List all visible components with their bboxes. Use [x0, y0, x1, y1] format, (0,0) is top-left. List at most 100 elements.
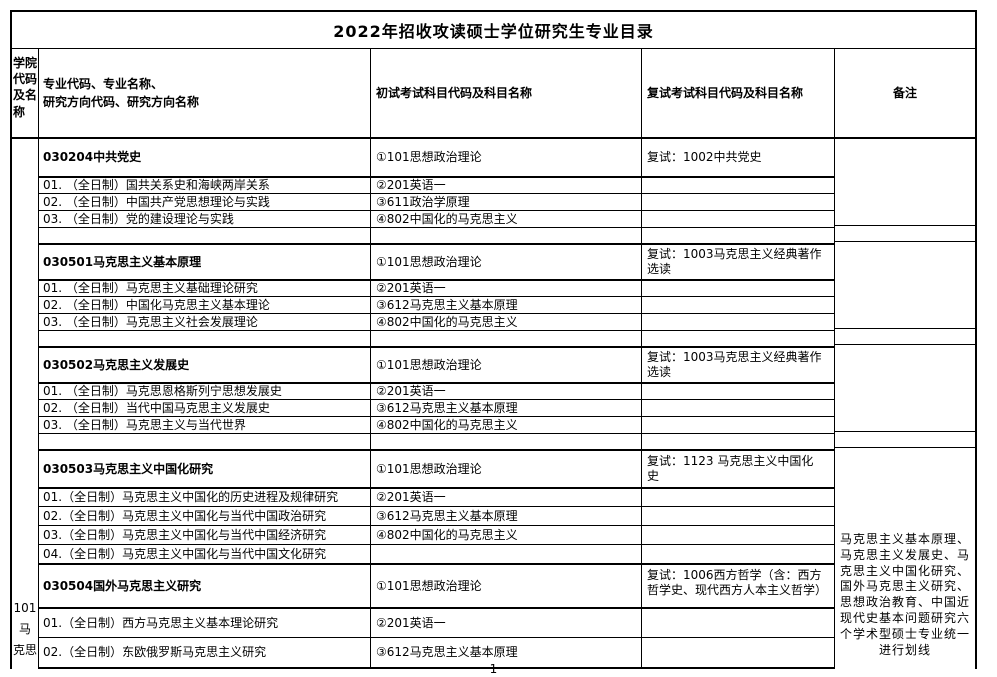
direction-row: 02. （全日制）中国共产党思想理论与实践 ③611政治学原理 [39, 193, 835, 210]
page-number: 1 [489, 662, 498, 676]
direction-row: 02.（全日制）马克思主义中国化与当代中国政治研究 ③612马克思主义基本原理 [39, 506, 835, 525]
remark-text-cell: 马克思主义基本原理、马克思主义发展史、马克思主义中国化研究、国外马克思主义研究、… [839, 532, 970, 657]
retest-empty-cell [642, 507, 835, 525]
direction-name-cell: 01.（全日制）西方马克思主义基本理论研究 [39, 609, 371, 637]
direction-exam-cell: ④802中国化的马克思主义 [371, 526, 642, 544]
retest-empty-cell [642, 400, 835, 416]
major-name-cell: 030501马克思主义基本原理 [39, 245, 371, 279]
direction-name-cell: 03. （全日制）党的建设理论与实践 [39, 211, 371, 227]
retest-empty-cell [642, 281, 835, 296]
initial-exam-cell: ①101思想政治理论 [371, 139, 642, 176]
direction-exam-cell: ③612马克思主义基本原理 [371, 400, 642, 416]
header-college-code: 学院代码及名称 [12, 49, 39, 137]
direction-name-cell: 01.（全日制）马克思主义中国化的历史进程及规律研究 [39, 489, 371, 506]
header-initial-exam: 初试考试科目代码及科目名称 [371, 49, 642, 137]
header-major-code: 专业代码、专业名称、 研究方向代码、研究方向名称 [39, 49, 371, 137]
direction-name-cell: 02.（全日制）马克思主义中国化与当代中国政治研究 [39, 507, 371, 525]
direction-row: 02.（全日制）东欧俄罗斯马克思主义研究 ③612马克思主义基本原理 [39, 637, 835, 667]
separator-row [39, 433, 835, 449]
direction-exam-cell: ④802中国化的马克思主义 [371, 314, 642, 330]
direction-exam-cell: ②201英语一 [371, 489, 642, 506]
direction-name-cell: 01. （全日制）马克思恩格斯列宁思想发展史 [39, 384, 371, 399]
header-retest-exam: 复试考试科目代码及科目名称 [642, 49, 835, 137]
college-code-cell: 101 马 克思 [12, 139, 39, 669]
direction-name-cell: 02.（全日制）东欧俄罗斯马克思主义研究 [39, 638, 371, 667]
retest-empty-cell [642, 545, 835, 563]
retest-empty-cell [642, 526, 835, 544]
direction-exam-cell: ③612马克思主义基本原理 [371, 638, 642, 667]
retest-empty-cell [642, 178, 835, 193]
retest-empty-cell [642, 211, 835, 227]
separator-row [39, 330, 835, 346]
direction-name-cell: 01. （全日制）马克思主义基础理论研究 [39, 281, 371, 296]
direction-row: 02. （全日制）当代中国马克思主义发展史 ③612马克思主义基本原理 [39, 399, 835, 416]
table-body: 101 马 克思 030204中共党史 ①101思想政治理论 复试：1002中共… [12, 139, 975, 669]
major-name-cell: 030504国外马克思主义研究 [39, 565, 371, 607]
major-row: 030503马克思主义中国化研究 ①101思想政治理论 复试：1123 马克思主… [39, 449, 835, 487]
remark-empty-cell [835, 242, 975, 329]
major-name-cell: 030502马克思主义发展史 [39, 348, 371, 382]
direction-row: 03. （全日制）党的建设理论与实践 ④802中国化的马克思主义 [39, 210, 835, 227]
initial-exam-cell: ①101思想政治理论 [371, 245, 642, 279]
table-header-row: 学院代码及名称 专业代码、专业名称、 研究方向代码、研究方向名称 初试考试科目代… [12, 49, 975, 139]
direction-row: 01. （全日制）马克思主义基础理论研究 ②201英语一 [39, 279, 835, 296]
direction-row: 03.（全日制）马克思主义中国化与当代中国经济研究 ④802中国化的马克思主义 [39, 525, 835, 544]
retest-empty-cell [642, 489, 835, 506]
direction-exam-cell: ②201英语一 [371, 384, 642, 399]
direction-row: 03. （全日制）马克思主义社会发展理论 ④802中国化的马克思主义 [39, 313, 835, 330]
retest-empty-cell [642, 609, 835, 637]
direction-exam-cell: ④802中国化的马克思主义 [371, 417, 642, 433]
retest-empty-cell [642, 384, 835, 399]
retest-empty-cell [642, 314, 835, 330]
separator-row [39, 227, 835, 243]
remark-separator-cell [835, 432, 975, 448]
retest-exam-cell: 复试：1123 马克思主义中国化史 [642, 451, 835, 487]
major-row: 030501马克思主义基本原理 ①101思想政治理论 复试：1003马克思主义经… [39, 243, 835, 279]
initial-exam-cell: ①101思想政治理论 [371, 348, 642, 382]
retest-exam-cell: 复试：1002中共党史 [642, 139, 835, 176]
direction-exam-cell: ②201英语一 [371, 609, 642, 637]
direction-row: 03. （全日制）马克思主义与当代世界 ④802中国化的马克思主义 [39, 416, 835, 433]
remark-empty-cell [835, 139, 975, 226]
direction-name-cell: 02. （全日制）中国共产党思想理论与实践 [39, 194, 371, 210]
direction-exam-cell: ③612马克思主义基本原理 [371, 507, 642, 525]
direction-exam-cell: ②201英语一 [371, 178, 642, 193]
direction-row: 01.（全日制）马克思主义中国化的历史进程及规律研究 ②201英语一 [39, 487, 835, 506]
direction-name-cell: 03. （全日制）马克思主义与当代世界 [39, 417, 371, 433]
direction-name-cell: 04.（全日制）马克思主义中国化与当代中国文化研究 [39, 545, 371, 563]
major-row: 030204中共党史 ①101思想政治理论 复试：1002中共党史 [39, 139, 835, 176]
direction-row: 01. （全日制）国共关系史和海峡两岸关系 ②201英语一 [39, 176, 835, 193]
retest-exam-cell: 复试：1003马克思主义经典著作选读 [642, 348, 835, 382]
page-title: 2022年招收攻读硕士学位研究生专业目录 [12, 12, 975, 49]
retest-exam-cell: 复试：1003马克思主义经典著作选读 [642, 245, 835, 279]
retest-empty-cell [642, 297, 835, 313]
direction-row: 02. （全日制）中国化马克思主义基本理论 ③612马克思主义基本原理 [39, 296, 835, 313]
initial-exam-cell: ①101思想政治理论 [371, 565, 642, 607]
catalog-table: 2022年招收攻读硕士学位研究生专业目录 学院代码及名称 专业代码、专业名称、 … [10, 10, 977, 669]
direction-row: 01.（全日制）西方马克思主义基本理论研究 ②201英语一 [39, 607, 835, 637]
remark-empty-cell [835, 345, 975, 432]
major-name-cell: 030503马克思主义中国化研究 [39, 451, 371, 487]
direction-name-cell: 03. （全日制）马克思主义社会发展理论 [39, 314, 371, 330]
direction-name-cell: 02. （全日制）中国化马克思主义基本理论 [39, 297, 371, 313]
remark-separator-cell [835, 329, 975, 345]
remark-separator-cell [835, 226, 975, 242]
direction-exam-cell: ④802中国化的马克思主义 [371, 211, 642, 227]
direction-exam-cell: ②201英语一 [371, 281, 642, 296]
direction-exam-cell: ③611政治学原理 [371, 194, 642, 210]
direction-exam-cell: ③612马克思主义基本原理 [371, 297, 642, 313]
direction-row: 04.（全日制）马克思主义中国化与当代中国文化研究 [39, 544, 835, 563]
major-row: 030504国外马克思主义研究 ①101思想政治理论 复试：1006西方哲学（含… [39, 563, 835, 607]
sections-area: 030204中共党史 ①101思想政治理论 复试：1002中共党史 01. （全… [39, 139, 835, 669]
initial-exam-cell: ①101思想政治理论 [371, 451, 642, 487]
direction-row: 01. （全日制）马克思恩格斯列宁思想发展史 ②201英语一 [39, 382, 835, 399]
remark-column: 马克思主义基本原理、马克思主义发展史、马克思主义中国化研究、国外马克思主义研究、… [835, 139, 975, 669]
direction-exam-cell [371, 545, 642, 563]
major-name-cell: 030204中共党史 [39, 139, 371, 176]
retest-exam-cell: 复试：1006西方哲学（含：西方哲学史、现代西方人本主义哲学） [642, 565, 835, 607]
retest-empty-cell [642, 194, 835, 210]
direction-name-cell: 01. （全日制）国共关系史和海峡两岸关系 [39, 178, 371, 193]
retest-empty-cell [642, 417, 835, 433]
header-remark: 备注 [892, 86, 917, 100]
direction-name-cell: 02. （全日制）当代中国马克思主义发展史 [39, 400, 371, 416]
